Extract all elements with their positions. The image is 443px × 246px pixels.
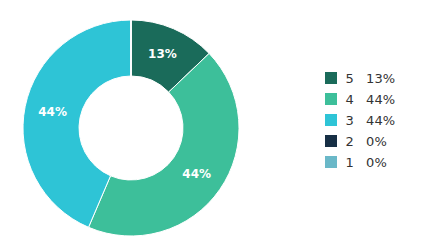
html-text:2 0%: 2 0% (345, 133, 387, 149)
svg-text:13%: 13% (148, 47, 177, 61)
svg-text:44%: 44% (182, 167, 211, 181)
html-text:4 44%: 4 44% (345, 91, 395, 107)
svg-text:44%: 44% (38, 105, 67, 119)
html-text:5 13%: 5 13% (345, 70, 395, 86)
html-text:1 0%: 1 0% (345, 154, 387, 170)
html-text:3 44%: 3 44% (345, 112, 395, 128)
